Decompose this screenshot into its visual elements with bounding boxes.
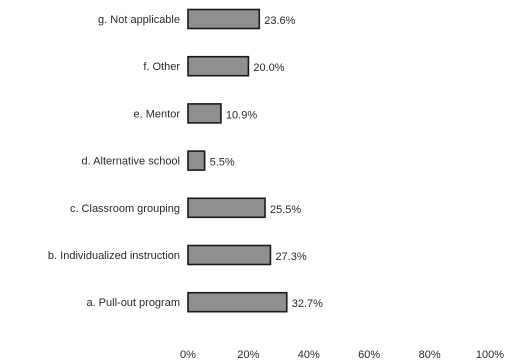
bars-group: [187, 8, 288, 313]
x-tick-label: 80%: [419, 349, 441, 361]
data-label: 32.7%: [292, 298, 323, 310]
category-label: a. Pull-out program: [86, 297, 180, 309]
data-label: 25.5%: [270, 204, 301, 216]
category-label: c. Classroom grouping: [70, 203, 180, 215]
bar: [187, 150, 206, 171]
bar: [187, 103, 222, 124]
data-label: 5.5%: [210, 157, 235, 169]
bar: [187, 55, 250, 77]
data-label: 20.0%: [253, 62, 284, 74]
category-label: d. Alternative school: [82, 156, 180, 168]
data-label: 23.6%: [264, 15, 295, 27]
data-label: 27.3%: [275, 251, 306, 263]
category-label: g. Not applicable: [98, 14, 180, 26]
x-tick-label: 40%: [298, 349, 320, 361]
bar: [187, 291, 288, 313]
x-tick-label: 0%: [180, 349, 196, 361]
x-axis-ticks-group: 0% 20% 40% 60% 80% 100%: [180, 349, 504, 361]
x-tick-label: 20%: [237, 349, 259, 361]
category-label: b. Individualized instruction: [48, 250, 180, 262]
category-labels-group: g. Not applicable f. Other e. Mentor d. Alt…: [48, 14, 180, 309]
bar: [187, 8, 261, 30]
data-labels-group: 23.6% 20.0% 10.9% 5.5% 25.5% 27.3% 32.7%: [210, 15, 324, 310]
x-tick-label: 60%: [358, 349, 380, 361]
bar: [187, 197, 266, 219]
data-label: 10.9%: [226, 109, 257, 121]
category-label: f. Other: [143, 61, 180, 73]
category-label: e. Mentor: [134, 108, 181, 120]
x-tick-label: 100%: [476, 349, 504, 361]
bar: [187, 244, 272, 266]
